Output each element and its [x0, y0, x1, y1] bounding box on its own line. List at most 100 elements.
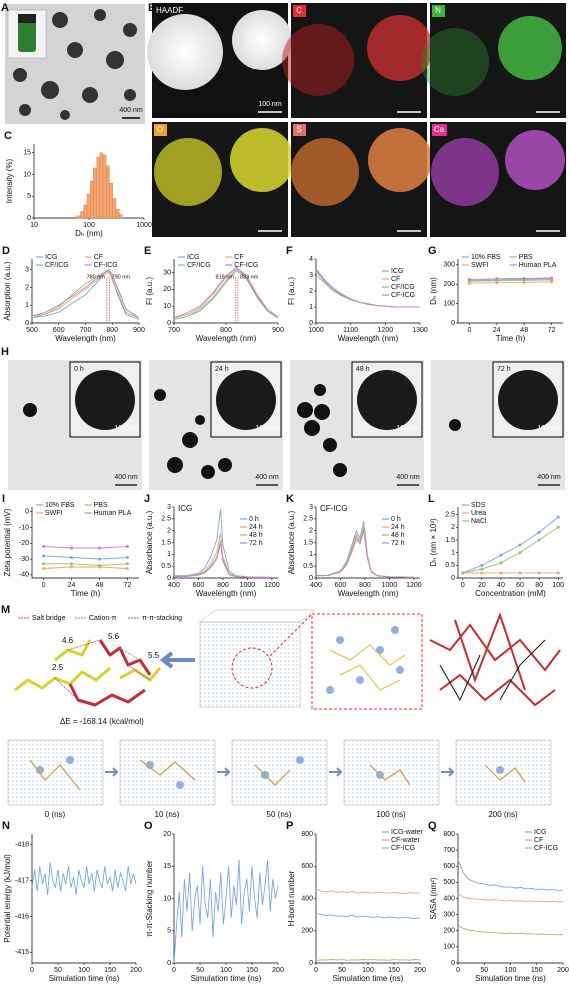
scale-label: 400 nm: [114, 474, 138, 481]
y-tick-label: -416: [15, 913, 29, 920]
bar: [115, 209, 120, 219]
x-tick-label: 1300: [412, 327, 428, 334]
bar: [109, 183, 113, 219]
annotation-label: 823 nm: [240, 274, 259, 280]
annotation-label: 819 nm: [216, 274, 235, 280]
point: [70, 546, 74, 550]
y-tick-label: 1: [167, 551, 171, 558]
scale-label: 400 nm: [119, 107, 143, 114]
x-tick-label: 0: [461, 582, 465, 589]
x-axis-label: Dₕ (nm): [75, 229, 103, 238]
y-tick-label: 1.5: [445, 537, 455, 544]
point: [125, 567, 129, 571]
y-tick-label: 0: [167, 320, 171, 327]
panel-letter: O: [144, 820, 153, 832]
energy-label: ΔE = -168.14 (kcal/mol): [60, 717, 144, 726]
x-tick-label: 1200: [264, 582, 280, 589]
bar: [76, 215, 81, 219]
y-tick-label: 1: [309, 551, 313, 558]
bar: [93, 167, 97, 219]
legend-label: CF-water: [391, 837, 420, 844]
panel-letter: J: [144, 493, 150, 505]
y-tick-label: 0: [167, 575, 171, 582]
panel-letter: L: [428, 493, 435, 505]
y-tick-label: 400: [301, 895, 313, 902]
x-tick-label: 700: [168, 327, 180, 334]
point: [522, 280, 526, 284]
legend-label: 48 h: [249, 532, 263, 539]
channel-label: HAADF: [156, 6, 183, 15]
x-tick-label: 150: [104, 967, 116, 974]
x-axis-label: Simulation time (ns): [49, 974, 120, 983]
line-series: [174, 543, 272, 578]
x-axis-label: Wavelength (nm): [338, 589, 399, 598]
y-axis-label: π-π-Stacking number: [145, 860, 154, 937]
x-tick-label: 0: [42, 582, 46, 589]
distance-label: 2.5: [52, 663, 64, 672]
x-tick-label: 50: [196, 967, 204, 974]
scale-label: 400 nm: [255, 474, 279, 481]
legend-label: 0 h: [391, 516, 401, 523]
x-tick-label: 0: [172, 967, 176, 974]
line-series: [469, 278, 552, 281]
scale-label: 400 nm: [396, 474, 420, 481]
point: [522, 276, 526, 280]
x-tick-label: 50: [338, 967, 346, 974]
y-tick-label: 0: [309, 320, 313, 327]
line-series: [43, 545, 128, 549]
legend-label: ICG: [391, 268, 403, 275]
x-tick-label: 0: [467, 327, 471, 334]
panel-letter: K: [286, 493, 294, 505]
y-tick-label: 1: [25, 302, 29, 309]
y-axis-label: Dₕ (nm): [429, 277, 438, 305]
point: [495, 277, 499, 281]
y-tick-label: 2.5: [445, 511, 455, 518]
line-series: [462, 526, 559, 574]
x-tick-label: 50: [480, 967, 488, 974]
time-label: 200 (ns): [488, 810, 518, 819]
x-tick-label: 800: [106, 327, 118, 334]
y-tick-label: 4: [309, 256, 313, 263]
chart-label: ICG: [178, 504, 192, 513]
line-series: [31, 269, 140, 319]
x-tick-label: 20: [478, 582, 486, 589]
x-axis-label: Wavelength (nm): [196, 334, 257, 343]
point: [70, 555, 74, 559]
inset: [69, 361, 564, 438]
y-tick-label: 0: [451, 960, 455, 967]
y-tick-label: 800: [443, 831, 455, 838]
annotation-label: 790 nm: [112, 274, 131, 280]
y-tick-label: 1: [309, 304, 313, 311]
panel-letter: D: [2, 245, 10, 257]
y-tick-label: 2: [25, 284, 29, 291]
y-tick-label: 0: [25, 320, 29, 327]
scale-label: 100 nm: [396, 425, 420, 432]
y-tick-label: 1.5: [303, 539, 313, 546]
time-label: 50 (ns): [267, 810, 292, 819]
line-series: [173, 270, 279, 321]
channel-label: O: [157, 125, 163, 134]
point: [537, 530, 541, 534]
point: [556, 515, 560, 519]
bar: [102, 154, 107, 219]
x-tick-label: 800: [359, 582, 371, 589]
point: [495, 281, 499, 285]
x-axis-label: Simulation time (ns): [475, 974, 546, 983]
point: [467, 277, 471, 281]
point: [42, 544, 46, 548]
x-axis-label: Simulation time (ns): [191, 974, 262, 983]
channel-label: N: [435, 6, 441, 15]
bar: [106, 165, 110, 219]
axis-line: [31, 834, 136, 964]
legend-label: CF-ICG: [391, 292, 415, 299]
bar: [96, 156, 101, 219]
y-axis-label: Zeta potential (mV): [3, 508, 12, 576]
legend-label: ICG-water: [391, 829, 424, 836]
legend-label: 0 h: [249, 516, 259, 523]
y-tick-label: -30: [19, 556, 29, 563]
axis-line: [31, 507, 139, 579]
point: [499, 571, 503, 575]
scale-label: 100 nm: [114, 425, 138, 432]
y-tick-label: -10: [19, 524, 29, 531]
point: [480, 563, 484, 567]
